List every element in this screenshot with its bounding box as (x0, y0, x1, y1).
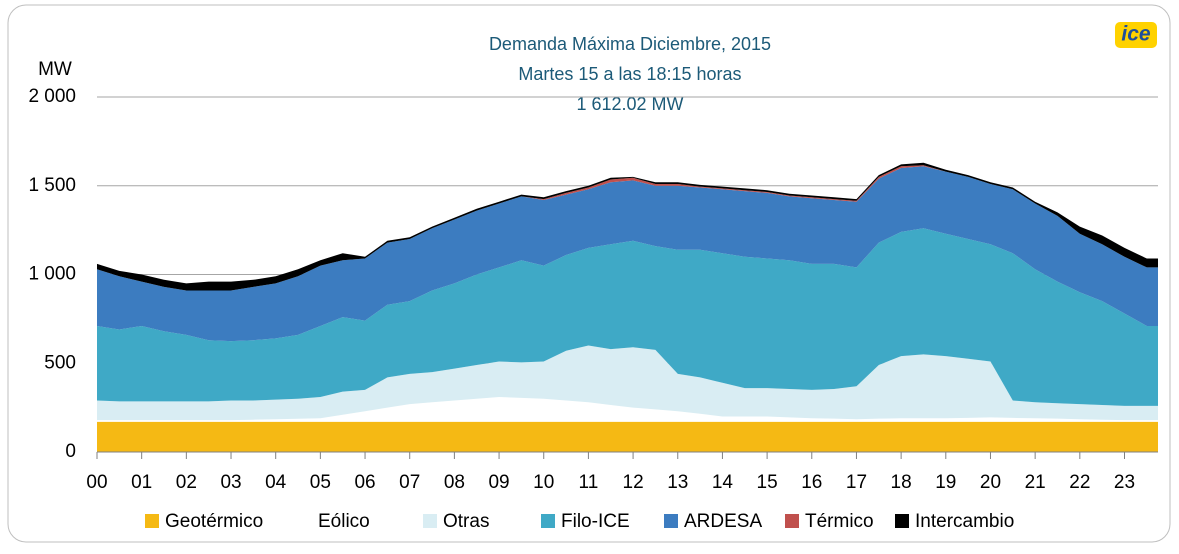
x-tick-label: 11 (579, 472, 599, 493)
y-tick-label: 1 000 (28, 264, 76, 285)
x-tick-label: 06 (354, 472, 375, 493)
x-tick-label: 10 (533, 472, 554, 493)
x-tick-label: 03 (220, 472, 241, 493)
y-tick-label: 1 500 (28, 175, 76, 196)
x-tick-label: 22 (1069, 472, 1090, 493)
x-tick-label: 05 (310, 472, 331, 493)
x-tick-label: 15 (757, 472, 778, 493)
y-tick-label: 500 (44, 352, 76, 373)
area (97, 397, 1158, 422)
legend-swatch (664, 514, 678, 528)
x-tick-label: 16 (801, 472, 822, 493)
legend-swatch (785, 514, 799, 528)
x-tick-label: 17 (846, 472, 867, 493)
x-tick-label: 09 (488, 472, 509, 493)
y-tick-label: 2 000 (28, 86, 76, 107)
y-axis-label: MW (38, 59, 72, 80)
legend-swatch (298, 514, 312, 528)
x-tick-label: 08 (444, 472, 465, 493)
x-tick-label: 02 (176, 472, 197, 493)
x-tick-label: 18 (891, 472, 912, 493)
x-tick-label: 07 (399, 472, 420, 493)
title-line: Martes 15 a las 18:15 horas (518, 64, 741, 84)
x-tick-label: 01 (131, 472, 152, 493)
x-tick-label: 21 (1025, 472, 1046, 493)
legend-label: Geotérmico (165, 511, 263, 532)
title-line: 1 612.02 MW (576, 94, 683, 114)
legend-swatch (541, 514, 555, 528)
legend-label: Térmico (805, 511, 874, 532)
legend-label: Filo-ICE (561, 511, 630, 532)
legend-label: Otras (443, 511, 489, 532)
legend-label: Intercambio (915, 511, 1014, 532)
x-tick-label: 14 (712, 472, 734, 493)
x-tick-label: 20 (980, 472, 1001, 493)
area (97, 162, 1158, 291)
x-tick-label: 13 (667, 472, 688, 493)
x-tick-label: 00 (86, 472, 107, 493)
area (97, 228, 1158, 406)
area (97, 345, 1158, 421)
legend-label: Eólico (318, 511, 370, 532)
area (97, 421, 1158, 452)
logo-box (1115, 22, 1157, 48)
x-tick-label: 04 (265, 472, 287, 493)
legend-label: ARDESA (684, 511, 762, 532)
x-tick-label: 19 (935, 472, 956, 493)
legend-swatch (145, 514, 159, 528)
title-line: Demanda Máxima Diciembre, 2015 (489, 34, 771, 54)
x-tick-label: 23 (1114, 472, 1135, 493)
legend-swatch (895, 514, 909, 528)
x-tick-label: 12 (623, 472, 644, 493)
logo: ice (1121, 23, 1151, 46)
legend-swatch (423, 514, 437, 528)
area (97, 166, 1158, 342)
y-tick-label: 0 (65, 441, 76, 462)
